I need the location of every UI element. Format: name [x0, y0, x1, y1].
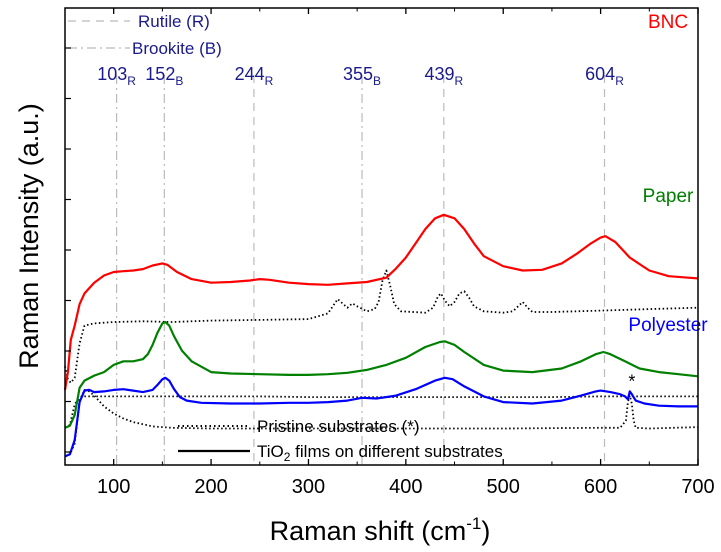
peak-label-439: 439R [424, 64, 463, 88]
peak-labels: 103R 152B 244R 355B 439R 604R [97, 64, 624, 88]
peak-label-phase: R [265, 74, 274, 88]
axis-ticks: 100 200 300 400 500 600 700 [64, 8, 715, 498]
peak-label-value: 152 [145, 64, 175, 84]
peak-label-604: 604R [585, 64, 624, 88]
substrate-labels: BNC Paper Polyester * [628, 12, 708, 391]
peak-label-phase: B [175, 74, 183, 88]
x-tick-label-200: 200 [194, 476, 227, 498]
peak-label-phase: R [615, 74, 624, 88]
paper-film-curve [64, 320, 699, 429]
plot-frame [64, 7, 699, 466]
peak-label-152: 152B [145, 64, 183, 88]
peak-label-phase: R [127, 74, 136, 88]
peak-label-value: 244 [235, 64, 265, 84]
reference-legend: Rutile (R) Brookite (B) [68, 12, 222, 58]
x-tick-label-700: 700 [681, 476, 714, 498]
peak-label-244: 244R [235, 64, 274, 88]
polyester-label: Polyester [628, 315, 708, 336]
y-axis-label: Raman Intensity (a.u.) [14, 103, 44, 369]
peak-label-value: 103 [97, 64, 127, 84]
peak-label-phase: R [455, 74, 464, 88]
reference-lines [116, 75, 606, 465]
peak-label-phase: B [373, 74, 381, 88]
x-tick-label-300: 300 [292, 476, 325, 498]
polyester-film-curve [64, 376, 698, 458]
peak-label-value: 604 [585, 64, 615, 84]
x-tick-label-400: 400 [389, 476, 422, 498]
peak-label-value: 355 [343, 64, 373, 84]
peak-label-355: 355B [343, 64, 381, 88]
style-legend: Pristine substrates (*) TiO2 films on di… [178, 417, 503, 464]
bnc-film-curve [63, 213, 699, 391]
film-legend-label: TiO2 films on different substrates [257, 442, 503, 464]
rutile-legend-label: Rutile (R) [138, 12, 210, 31]
x-axis-label: Raman shift (cm-1) [270, 514, 491, 546]
x-tick-label-500: 500 [487, 476, 520, 498]
substrate-peak-marker: * [628, 371, 635, 391]
plot-area [65, 8, 698, 465]
bnc-substrate-curve [64, 269, 699, 384]
pristine-legend-label: Pristine substrates (*) [257, 417, 420, 436]
peak-label-value: 439 [424, 64, 454, 84]
x-tick-label-100: 100 [97, 476, 130, 498]
x-tick-label-600: 600 [584, 476, 617, 498]
paper-label: Paper [643, 186, 694, 207]
bnc-label: BNC [648, 12, 688, 33]
brookite-legend-label: Brookite (B) [132, 39, 222, 58]
spectra-curves [63, 213, 699, 458]
peak-label-103: 103R [97, 64, 136, 88]
